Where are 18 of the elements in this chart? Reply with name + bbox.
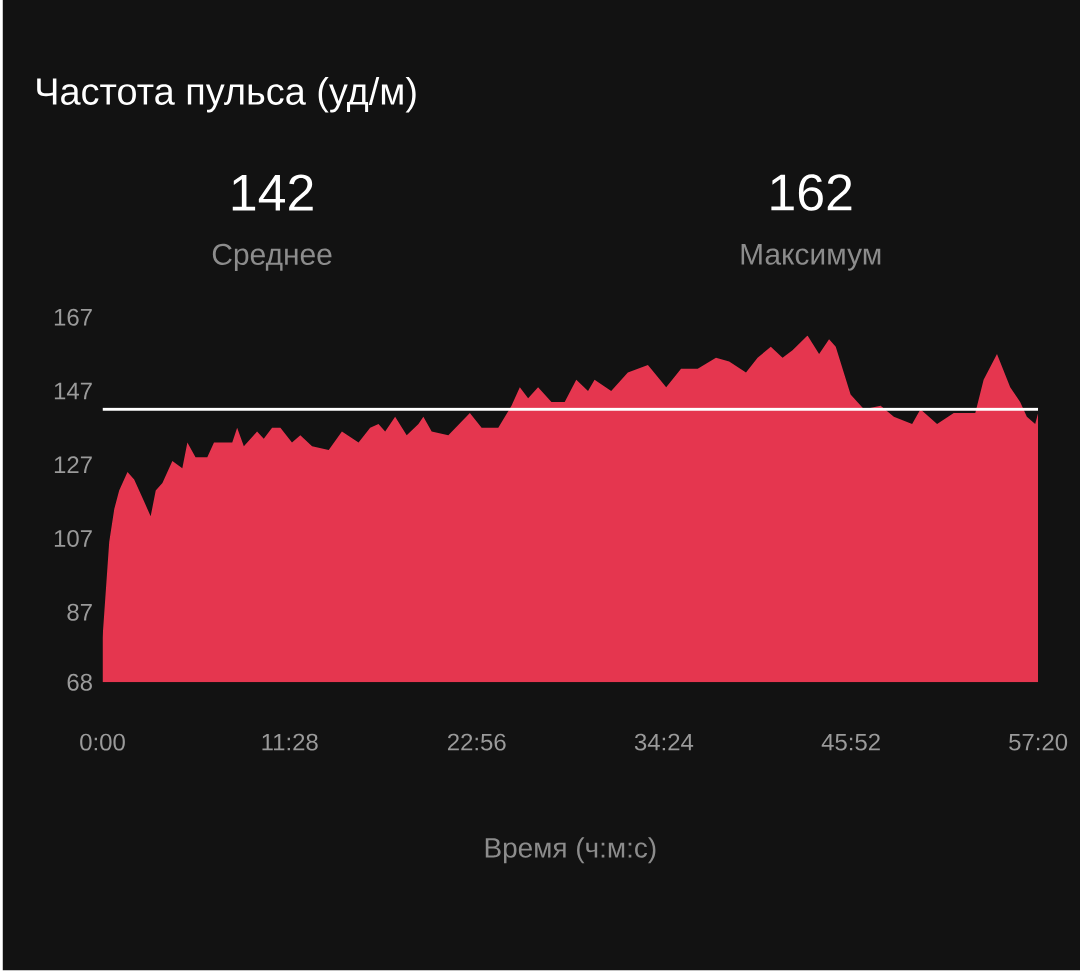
y-tick-label: 167: [54, 308, 92, 326]
x-tick-label: 34:24: [634, 733, 694, 751]
x-tick-label: 22:56: [447, 733, 506, 751]
text: 162: [771, 174, 852, 212]
y-tick-label: 127: [54, 456, 92, 474]
y-tick-label: 68: [67, 674, 92, 691]
text: Среднее: [212, 244, 332, 272]
text: Максимум: [741, 244, 881, 271]
y-tick-label: 107: [54, 530, 92, 548]
y-tick-label: 87: [67, 603, 92, 621]
x-tick-label: 0:00: [80, 733, 125, 751]
y-tick-label: 147: [54, 382, 92, 400]
x-tick-label: 11:28: [262, 733, 318, 751]
x-tick-label: 57:20: [1009, 733, 1068, 751]
text: 142: [232, 174, 313, 211]
x-axis-title: Время (ч:м:с): [485, 837, 656, 864]
x-tick-label: 45:52: [821, 733, 880, 751]
chart-title: Частота пульса (уд/м): [37, 77, 416, 113]
